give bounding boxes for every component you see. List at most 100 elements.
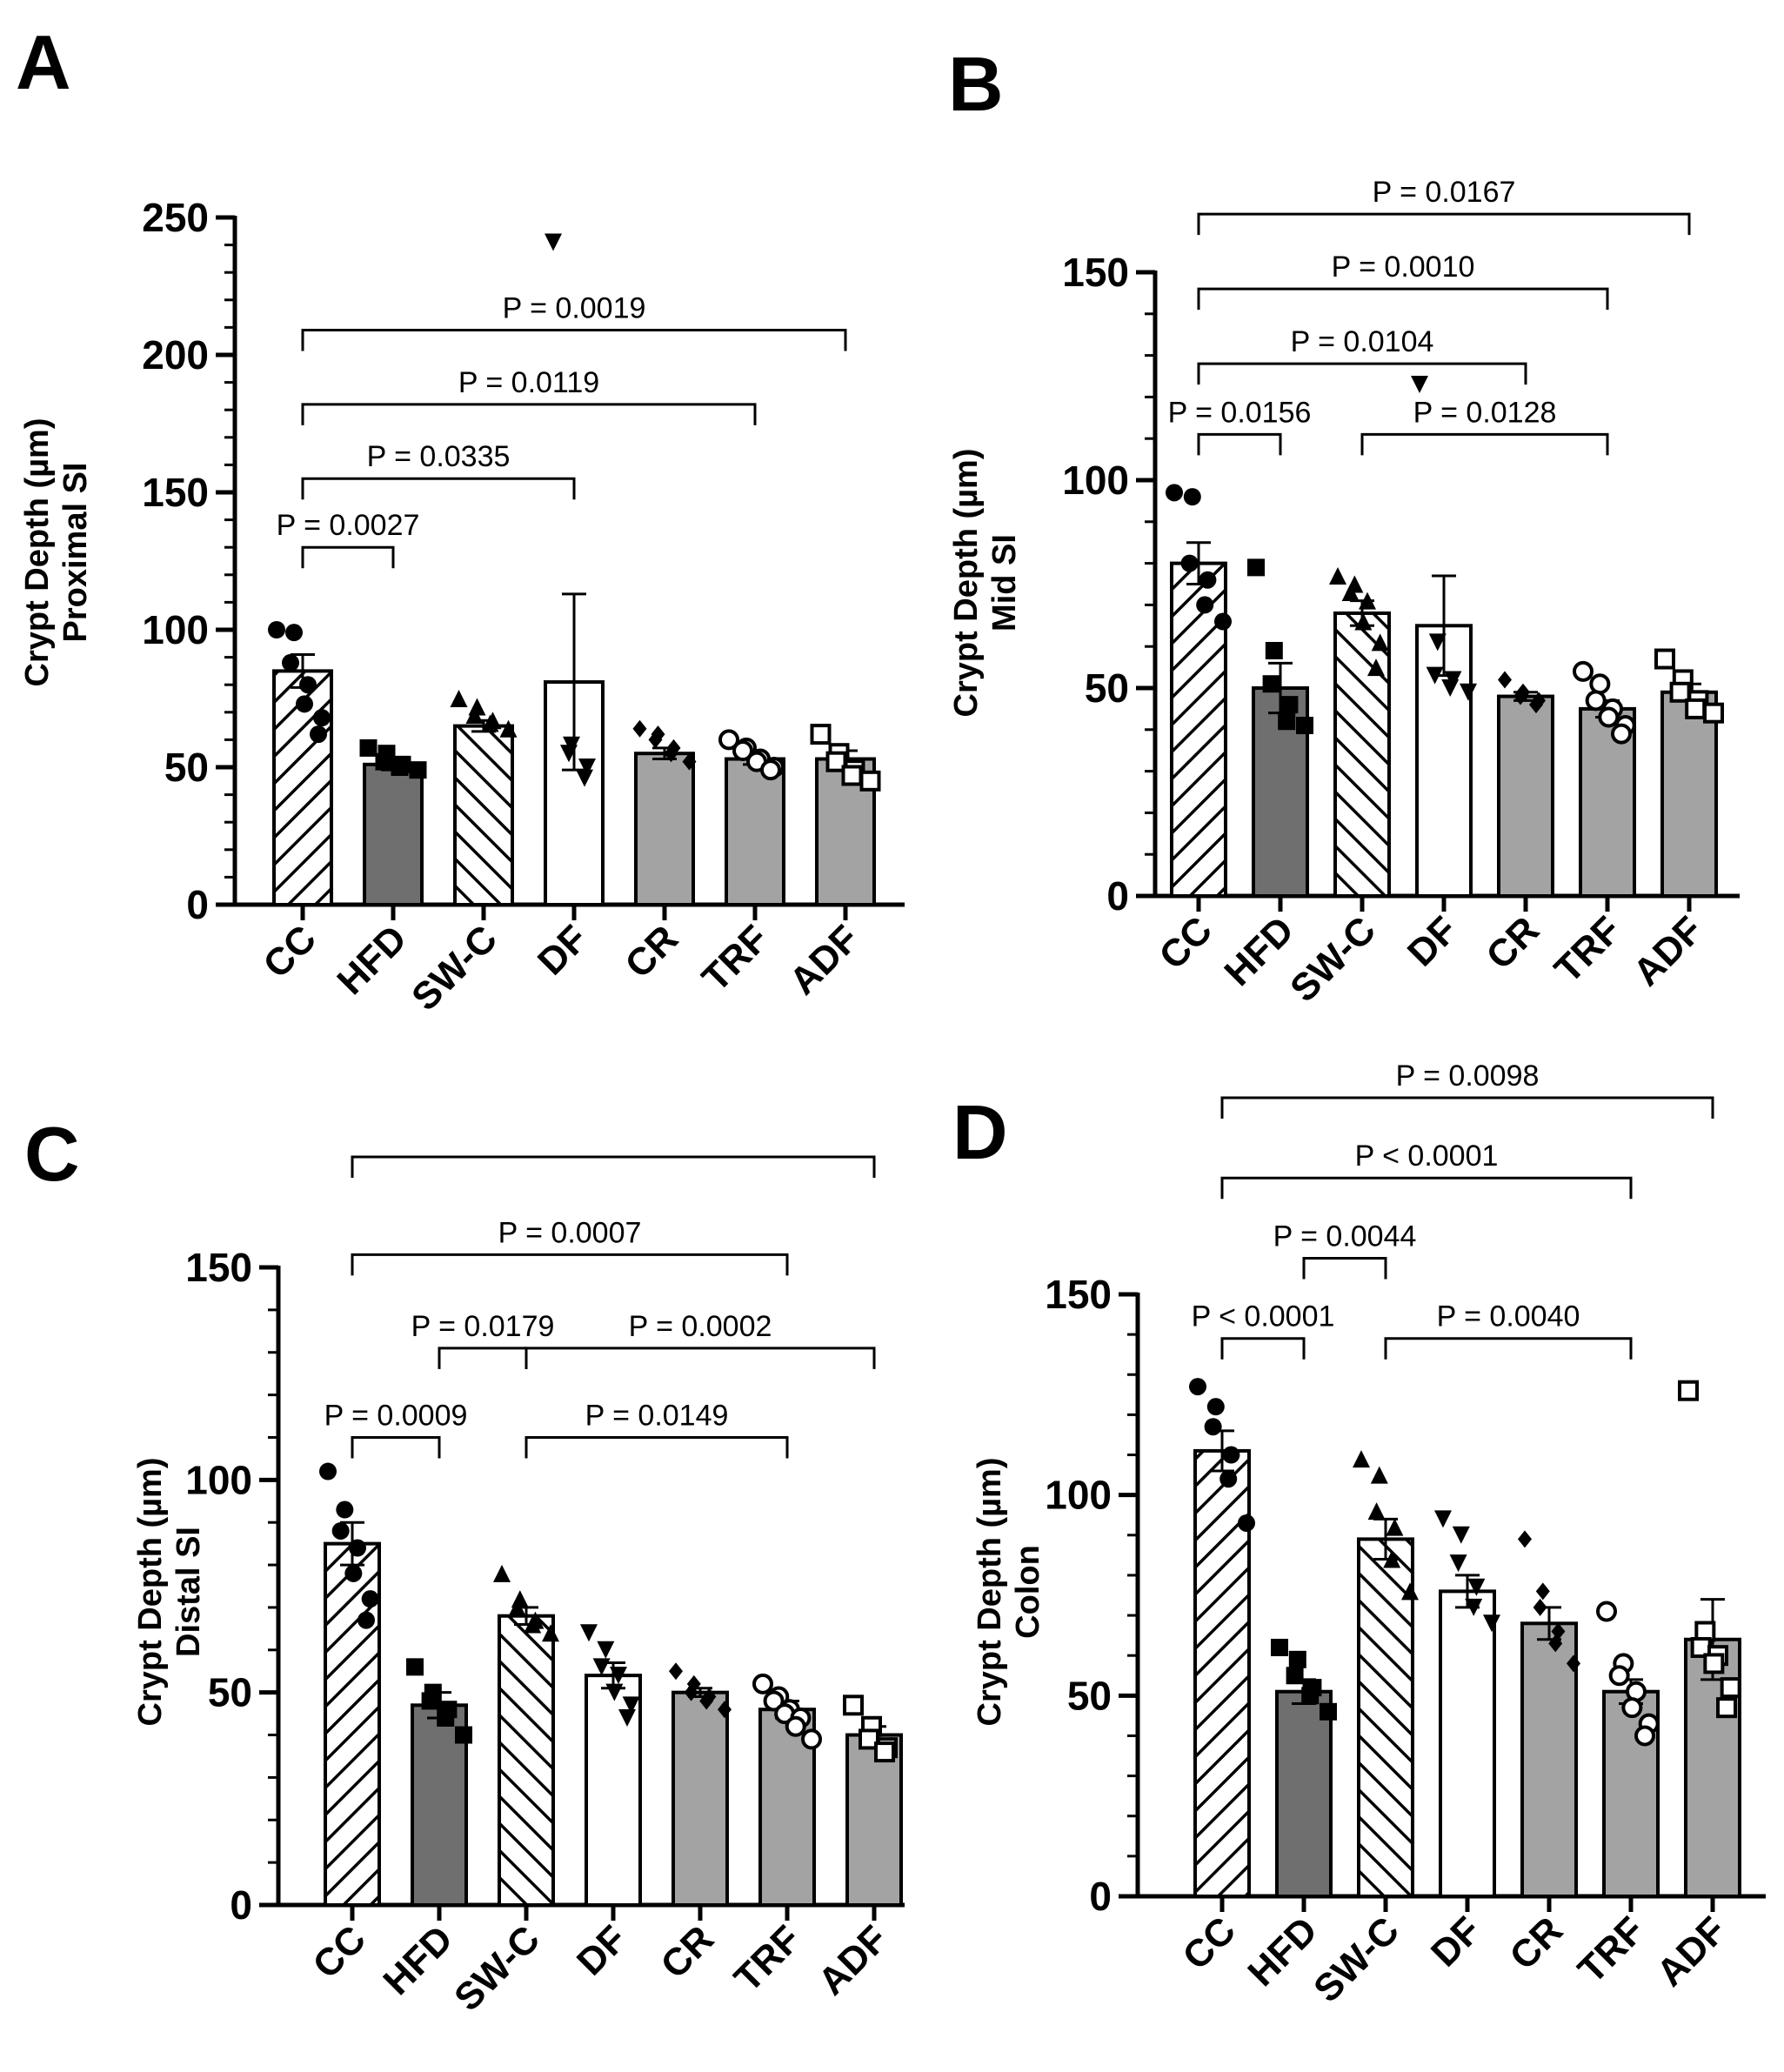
y-axis-label: Crypt Depth (µm) Proximal SI xyxy=(19,418,94,687)
data-point xyxy=(1428,633,1447,652)
data-point xyxy=(1460,683,1477,701)
data-point xyxy=(1301,1687,1320,1705)
p-value-label: P = 0.0128 xyxy=(1413,396,1557,429)
significance-bracket xyxy=(351,1155,876,1178)
x-tick-label: DF xyxy=(1423,1908,1489,1975)
y-tick-label: 0 xyxy=(186,882,209,927)
data-point xyxy=(409,761,427,779)
data-point xyxy=(508,1598,526,1616)
data-point xyxy=(1518,1530,1532,1548)
data-point xyxy=(1371,633,1389,652)
data-point xyxy=(1720,1677,1741,1699)
data-point xyxy=(605,1683,624,1701)
data-point xyxy=(1426,666,1444,685)
data-point xyxy=(437,1708,455,1727)
y-tick-label: 250 xyxy=(142,195,209,240)
data-point xyxy=(1353,1450,1370,1468)
data-point xyxy=(699,1692,714,1710)
bar xyxy=(1275,1689,1333,1898)
significance-bracket xyxy=(1302,1256,1387,1280)
data-point xyxy=(1596,1601,1617,1622)
y-tick-label: 50 xyxy=(1067,1673,1112,1718)
data-point xyxy=(732,740,753,762)
data-point xyxy=(618,1708,636,1727)
data-point xyxy=(1222,1446,1240,1464)
x-tick-label: CR xyxy=(1501,1908,1571,1978)
y-axis-label: Crypt Depth (µm) Mid SI xyxy=(948,449,1023,718)
data-point xyxy=(1278,712,1296,731)
data-point xyxy=(1189,1378,1206,1396)
bar xyxy=(1357,1537,1414,1898)
data-point xyxy=(299,676,317,694)
data-point xyxy=(268,621,285,638)
y-axis-label-line-1: Crypt Depth (µm) xyxy=(972,1458,1008,1727)
data-point xyxy=(1585,690,1607,712)
significance-bracket xyxy=(1197,432,1282,456)
data-point xyxy=(1196,596,1214,614)
x-tick-label: ADF xyxy=(1648,1908,1734,1995)
x-tick-label: CR xyxy=(1478,908,1547,978)
p-value-label: P = 0.0335 xyxy=(367,440,511,473)
data-point xyxy=(1634,1725,1655,1747)
bar xyxy=(1439,1589,1496,1899)
significance-bracket xyxy=(1360,432,1609,456)
x-tick-label: DF xyxy=(569,1917,635,1983)
data-point xyxy=(1608,1665,1630,1687)
data-point xyxy=(682,752,697,771)
data-point xyxy=(1678,1380,1699,1401)
data-point xyxy=(1467,1578,1486,1596)
data-point xyxy=(810,724,832,745)
data-point xyxy=(580,1624,598,1642)
y-axis-label-line-2: Proximal SI xyxy=(57,463,94,643)
data-point xyxy=(465,705,484,724)
x-tick-label: DF xyxy=(530,917,596,983)
data-point xyxy=(1367,658,1385,677)
bar xyxy=(453,724,514,906)
p-value-label: P < 0.0001 xyxy=(1192,1300,1335,1333)
data-point xyxy=(375,752,393,771)
data-point xyxy=(669,1662,683,1681)
y-tick-label: 50 xyxy=(164,745,209,790)
data-point xyxy=(1199,571,1217,589)
data-point xyxy=(632,719,647,738)
data-point xyxy=(450,690,468,707)
data-point xyxy=(344,1564,363,1582)
bar xyxy=(845,1733,903,1907)
y-axis-label-line-1: Crypt Depth (µm) xyxy=(19,418,56,687)
data-point xyxy=(542,1624,559,1642)
data-point xyxy=(592,1658,611,1676)
data-point xyxy=(1685,698,1707,719)
y-axis-label-line-2: Distal SI xyxy=(170,1527,207,1657)
p-value-label: P = 0.0027 xyxy=(277,509,420,542)
data-point xyxy=(1370,1466,1388,1484)
data-point xyxy=(319,1462,337,1480)
bar xyxy=(1415,624,1473,898)
data-point xyxy=(285,624,303,642)
data-point xyxy=(1166,484,1183,502)
data-point xyxy=(1286,1667,1304,1685)
bar xyxy=(1497,694,1554,898)
data-point xyxy=(1383,1550,1401,1568)
significance-bracket xyxy=(1384,1337,1633,1360)
data-point xyxy=(336,1501,354,1519)
bar xyxy=(498,1614,555,1907)
y-tick-label: 100 xyxy=(1045,1473,1112,1518)
x-tick-label: SW-C xyxy=(446,1917,548,2019)
data-point xyxy=(622,1696,640,1714)
significance-bracket xyxy=(1197,362,1527,385)
data-point xyxy=(1247,558,1265,577)
data-point xyxy=(874,1741,895,1763)
data-point xyxy=(1589,673,1611,695)
significance-bracket xyxy=(1220,1337,1306,1360)
significance-bracket xyxy=(1220,1096,1714,1119)
y-tick-label: 150 xyxy=(185,1245,252,1290)
data-point xyxy=(1183,488,1201,506)
data-point xyxy=(1513,687,1527,705)
data-point xyxy=(349,1539,366,1557)
p-value-label: P = 0.0019 xyxy=(503,292,646,325)
